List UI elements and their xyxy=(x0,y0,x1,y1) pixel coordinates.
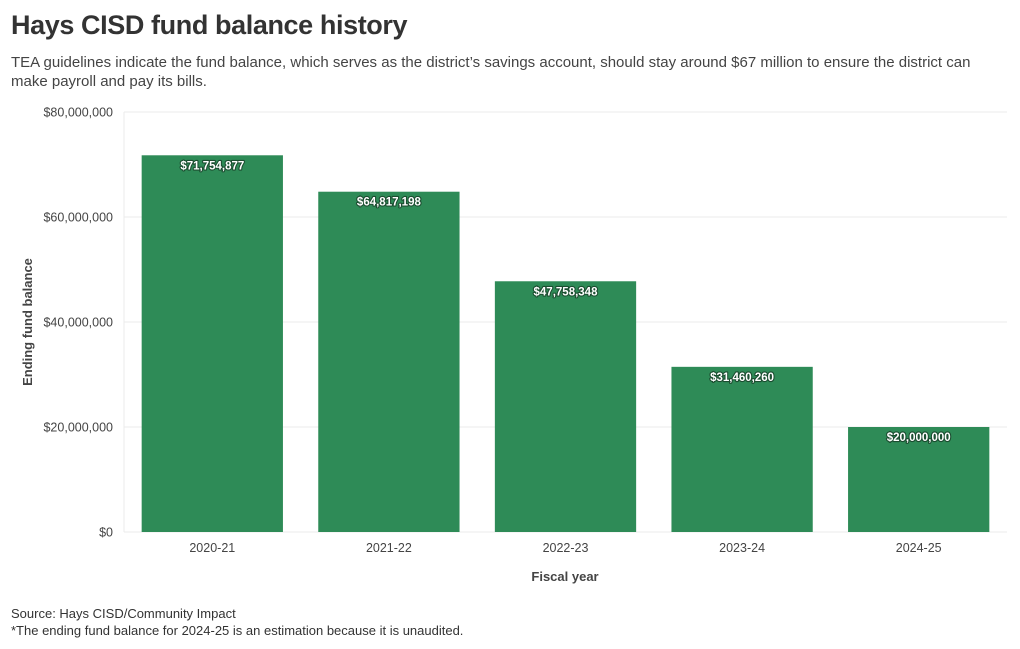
x-tick-label: 2020-21 xyxy=(189,541,235,555)
x-axis-ticks: 2020-21 2021-22 2022-23 2023-24 2024-25 xyxy=(189,541,941,555)
data-label: $47,758,348 xyxy=(534,286,599,298)
y-axis-title: Ending fund balance xyxy=(20,258,35,386)
data-label: $20,000,000 xyxy=(887,432,951,444)
x-tick-label: 2023-24 xyxy=(719,541,765,555)
data-label: $64,817,198 xyxy=(357,197,422,209)
y-tick-label: $40,000,000 xyxy=(43,316,113,330)
y-tick-label: $60,000,000 xyxy=(43,211,113,225)
x-axis-title: Fiscal year xyxy=(531,569,598,584)
bar-2024-25 xyxy=(848,427,990,532)
chart-title: Hays CISD fund balance history xyxy=(11,10,408,40)
y-axis-ticks: $0 $20,000,000 $40,000,000 $60,000,000 $80,0… xyxy=(43,106,113,540)
chart-subtitle: TEA guidelines indicate the fund balance… xyxy=(11,54,971,90)
bars xyxy=(141,155,990,532)
bar-2021-22 xyxy=(318,191,460,532)
y-tick-label: $20,000,000 xyxy=(43,421,113,435)
data-label: $31,460,260 xyxy=(710,372,774,384)
data-labels: $71,754,877 $64,817,198 $47,758,348 $31,460… xyxy=(179,159,952,445)
x-tick-label: 2021-22 xyxy=(366,541,412,555)
data-label: $71,754,877 xyxy=(180,160,244,172)
bar-2023-24 xyxy=(671,366,813,532)
x-tick-label: 2024-25 xyxy=(896,541,942,555)
y-tick-label: $0 xyxy=(99,526,113,540)
bar-2020-21 xyxy=(141,155,283,532)
x-tick-label: 2022-23 xyxy=(543,541,589,555)
source-note: Source: Hays CISD/Community Impact xyxy=(11,606,236,621)
bar-2022-23 xyxy=(494,281,637,532)
footnote: *The ending fund balance for 2024-25 is … xyxy=(11,623,464,638)
y-tick-label: $80,000,000 xyxy=(43,106,113,120)
